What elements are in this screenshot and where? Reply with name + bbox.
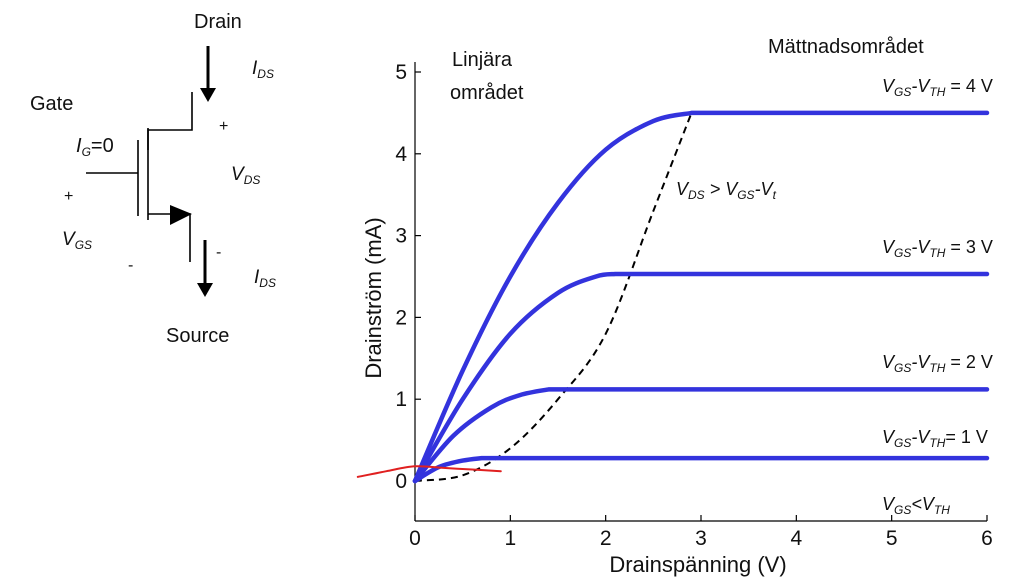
source-current-arrow xyxy=(197,240,213,297)
gate-label: Gate xyxy=(30,93,73,115)
iv-curve-1v xyxy=(412,455,990,484)
source-label: Source xyxy=(166,325,229,347)
x-tick-label-4: 4 xyxy=(790,527,802,550)
boundary-curve xyxy=(414,112,693,482)
y-tick-label-2: 2 xyxy=(395,306,407,329)
iv-curve-4v xyxy=(412,110,990,484)
y-axis-label: Drainström (mA) xyxy=(361,217,386,378)
y-tick-label-5: 5 xyxy=(395,61,407,84)
curve-label-2v: VGS-VTH = 2 V xyxy=(882,352,993,375)
transistor-symbol xyxy=(86,92,193,262)
x-tick-label-2: 2 xyxy=(600,527,612,550)
x-tick-label-1: 1 xyxy=(504,527,516,550)
mosfet-circuit: Drain Gate Source IDS IDS xyxy=(30,11,276,347)
y-tick-label-4: 4 xyxy=(395,143,407,166)
ig-label: IG=0 xyxy=(76,135,114,159)
saturation-boundary xyxy=(414,112,693,482)
gate-plus-sign: + xyxy=(64,188,73,205)
x-tick-label-5: 5 xyxy=(886,527,898,550)
vds-label: VDS xyxy=(231,164,260,187)
y-tick-label-1: 1 xyxy=(395,388,407,411)
ids-bottom-label: IDS xyxy=(254,267,276,290)
iv-curve-2v xyxy=(412,387,990,484)
curve-label-cutoff: VGS<VTH xyxy=(882,494,950,517)
curve-label-1v: VGS-VTH= 1 V xyxy=(882,427,988,450)
curve-label-3v: VGS-VTH = 3 V xyxy=(882,237,993,260)
gate-minus-sign: - xyxy=(128,257,133,274)
drain-plus-sign: + xyxy=(219,118,228,135)
x-tick-label-3: 3 xyxy=(695,527,707,550)
linear-region-label-2: området xyxy=(450,82,524,104)
x-tick-label-0: 0 xyxy=(409,527,421,550)
source-arrow-triangle xyxy=(170,205,192,225)
drain-current-arrow xyxy=(200,46,216,102)
annotation-stroke xyxy=(356,465,502,478)
source-minus-sign: - xyxy=(216,244,221,261)
y-tick-label-0: 0 xyxy=(395,470,407,493)
iv-chart: 0 1 2 3 4 5 6 0 1 2 3 4 5 Linjära området Mättnadsom… xyxy=(358,36,993,577)
saturation-region-label: Mättnadsområdet xyxy=(768,36,924,58)
vgs-label: VGS xyxy=(62,229,92,252)
x-axis-label: Drainspänning (V) xyxy=(609,552,786,577)
red-annotation-stroke xyxy=(356,465,502,478)
iv-curve-3v xyxy=(412,271,990,484)
ids-top-label: IDS xyxy=(252,58,274,81)
boundary-condition-label: VDS > VGS-Vt xyxy=(676,179,777,202)
drain-label: Drain xyxy=(194,11,242,33)
iv-curves xyxy=(412,110,990,484)
chart-axes: 0 1 2 3 4 5 6 0 1 2 3 4 5 xyxy=(395,61,993,550)
y-tick-label-3: 3 xyxy=(395,225,407,248)
linear-region-label-1: Linjära xyxy=(452,49,513,71)
x-tick-label-6: 6 xyxy=(981,527,993,550)
curve-label-4v: VGS-VTH = 4 V xyxy=(882,76,993,99)
